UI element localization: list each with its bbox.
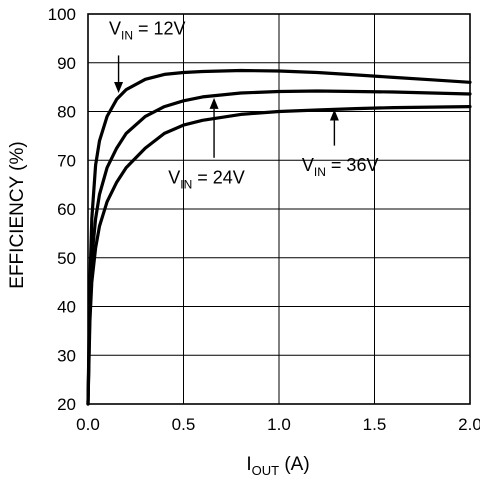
y-tick-label: 90 (57, 54, 76, 73)
series-label-1: VIN = 12V (109, 18, 186, 42)
y-tick-label: 70 (57, 151, 76, 170)
series-line-1 (86, 68, 472, 406)
y-tick-label: 20 (57, 395, 76, 414)
annotation-arrowhead-3 (329, 109, 339, 121)
x-axis-title-sub: OUT (252, 463, 280, 478)
series-line-3 (86, 104, 472, 406)
x-tick-label: 1.0 (267, 415, 291, 434)
x-axis-title: IOUT (A) (246, 454, 309, 478)
annotations: VIN = 12V VIN = 24V VIN = 36V (109, 18, 378, 191)
plot-frame (87, 13, 471, 405)
y-tick-label: 30 (57, 346, 76, 365)
y-tick-label: 80 (57, 103, 76, 122)
x-tick-label: 0.5 (172, 415, 196, 434)
y-axis-title: EFFICIENCY (%) (7, 141, 28, 288)
x-tick-label: 2.0 (458, 415, 480, 434)
x-tick-label: 0.0 (76, 415, 100, 434)
series-label-2: VIN = 24V (168, 168, 245, 192)
annotation-arrowhead-2 (209, 97, 219, 109)
tick-labels: 0.0 0.5 1.0 1.5 2.0 20 30 40 50 60 70 80 90 100 (48, 5, 480, 434)
x-tick-label: 1.5 (363, 415, 387, 434)
y-tick-label: 60 (57, 200, 76, 219)
y-tick-label: 40 (57, 298, 76, 317)
y-tick-label: 100 (48, 5, 76, 24)
x-axis-title-rest: (A) (279, 454, 310, 475)
x-axis-title-main: I (246, 454, 251, 475)
series-line-2 (86, 89, 472, 406)
series-label-3: VIN = 36V (302, 155, 379, 179)
y-tick-label: 50 (57, 249, 76, 268)
series-lines (86, 68, 472, 406)
annotation-arrowhead-1 (114, 81, 124, 93)
